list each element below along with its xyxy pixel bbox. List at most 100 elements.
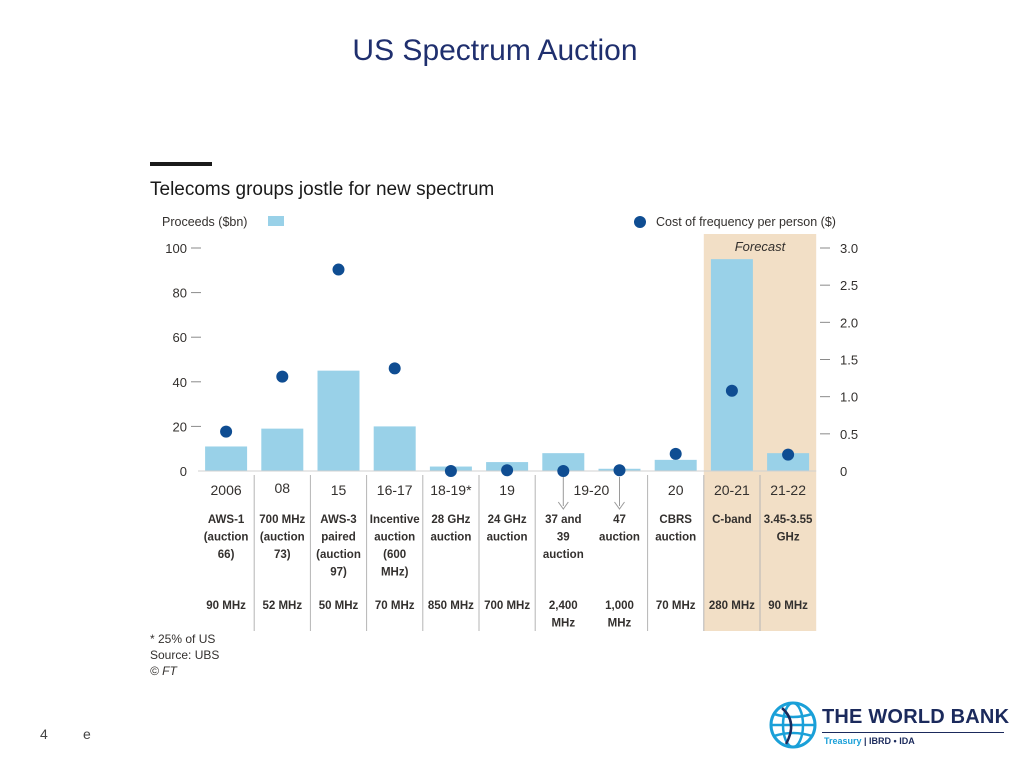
bandwidth-label: 50 MHz [319, 600, 359, 612]
bar [373, 426, 416, 471]
bandwidth-label: 2,400 [549, 600, 578, 612]
category-label: 15 [331, 482, 347, 498]
right-axis-tick-label: 1.5 [840, 353, 858, 368]
bar [261, 428, 304, 471]
auction-name: GHz [777, 532, 800, 544]
bar [317, 370, 360, 471]
auction-name: 37 and [545, 514, 581, 526]
right-axis-tick-label: 2.0 [840, 315, 858, 330]
cost-dot [725, 384, 738, 397]
bar [654, 459, 697, 471]
world-bank-logo: THE WORLD BANK Treasury | IBRD • IDA [766, 696, 1010, 752]
source-note: © FT [150, 664, 179, 678]
chart: Telecoms groups jostle for new spectrum P… [150, 162, 858, 678]
auction-name: AWS-1 [208, 514, 245, 526]
cost-dot [332, 263, 345, 276]
category-label: 16-17 [377, 482, 413, 498]
bandwidth-label: 1,000 [605, 600, 634, 612]
logo-ibrd-ida: | IBRD • IDA [861, 736, 915, 746]
auction-name: auction [374, 532, 415, 544]
category-label: 18-19* [430, 482, 472, 498]
auction-name: auction [487, 532, 528, 544]
left-axis-tick-label: 100 [165, 241, 187, 256]
cost-dot [557, 465, 570, 477]
bandwidth-label: 700 MHz [484, 600, 530, 612]
footer-mark: e [83, 726, 91, 742]
auction-name: 700 MHz [259, 514, 305, 526]
right-axis-tick-label: 3.0 [840, 241, 858, 256]
cost-dot [276, 370, 289, 383]
auction-name: 24 GHz [488, 514, 527, 526]
source-note: * 25% of US [150, 632, 215, 646]
auction-name: (auction [316, 549, 361, 561]
left-axis-tick-label: 60 [173, 330, 187, 345]
category-label: 19 [499, 482, 515, 498]
right-axis-tick-label: 1.0 [840, 390, 858, 405]
auction-name: auction [543, 549, 584, 561]
auction-name: auction [599, 532, 640, 544]
right-axis-tick-label: 0 [840, 464, 847, 479]
auction-name: MHz) [381, 567, 409, 579]
bar [542, 453, 585, 471]
legend-dot-swatch [634, 216, 646, 228]
left-axis-tick-label: 20 [173, 419, 187, 434]
auction-name: auction [430, 532, 471, 544]
right-axis-label: Cost of frequency per person ($) [656, 215, 836, 229]
auction-name: 28 GHz [431, 514, 470, 526]
page-number: 4 [40, 726, 48, 742]
left-axis-tick-label: 80 [173, 286, 187, 301]
auction-name: C-band [712, 514, 752, 526]
category-label: 20 [668, 482, 684, 498]
world-bank-name: THE WORLD BANK [822, 706, 1010, 728]
logo-treasury: Treasury [824, 736, 862, 746]
auction-name: (auction [260, 532, 305, 544]
globe-icon [769, 701, 817, 749]
right-axis-tick-label: 2.5 [840, 278, 858, 293]
bandwidth-label: MHz [608, 618, 632, 630]
bandwidth-label: 70 MHz [375, 600, 415, 612]
category-label: 21-22 [770, 482, 806, 498]
cost-dot [220, 425, 233, 438]
auction-name: CBRS [659, 514, 692, 526]
auction-name: 66) [218, 549, 235, 561]
slide-title: US Spectrum Auction [352, 34, 638, 67]
category-label: 19-20 [573, 482, 609, 498]
right-axis-tick-label: 0.5 [840, 427, 858, 442]
cost-dot [613, 464, 626, 477]
left-axis-label: Proceeds ($bn) [162, 215, 247, 229]
arrow-head [614, 501, 625, 510]
arrow-head [557, 501, 569, 510]
bandwidth-label: 280 MHz [709, 600, 755, 612]
forecast-label: Forecast [735, 239, 787, 254]
auction-name: 97) [330, 567, 347, 579]
category-label: 20-21 [714, 482, 750, 498]
logo-divider [822, 732, 1004, 733]
bar [205, 446, 248, 471]
chart-title: Telecoms groups jostle for new spectrum [150, 179, 494, 200]
bar [710, 259, 753, 471]
category-label: 08 [275, 480, 291, 496]
category-label: 2006 [211, 482, 242, 498]
cost-dot [444, 465, 457, 477]
world-bank-subtitle: Treasury | IBRD • IDA [824, 736, 915, 746]
auction-name: (600 [383, 549, 406, 561]
auction-name: paired [321, 532, 356, 544]
bandwidth-label: 90 MHz [768, 600, 808, 612]
bandwidth-label: MHz [551, 618, 575, 630]
bandwidth-label: 70 MHz [656, 600, 696, 612]
title-accent-bar [150, 162, 212, 166]
auction-name: Incentive [370, 514, 420, 526]
bandwidth-label: 52 MHz [262, 600, 302, 612]
legend-bar-swatch [268, 216, 284, 226]
cost-dot [669, 447, 682, 460]
bandwidth-label: 90 MHz [206, 600, 246, 612]
auction-name: 47 [613, 514, 626, 526]
source-note: Source: UBS [150, 648, 219, 662]
auction-name: 73) [274, 549, 291, 561]
cost-dot [782, 448, 795, 461]
cost-dot [388, 362, 401, 375]
auction-name: 39 [557, 532, 570, 544]
bandwidth-label: 850 MHz [428, 600, 474, 612]
auction-name: auction [655, 532, 696, 544]
left-axis-tick-label: 0 [180, 464, 187, 479]
